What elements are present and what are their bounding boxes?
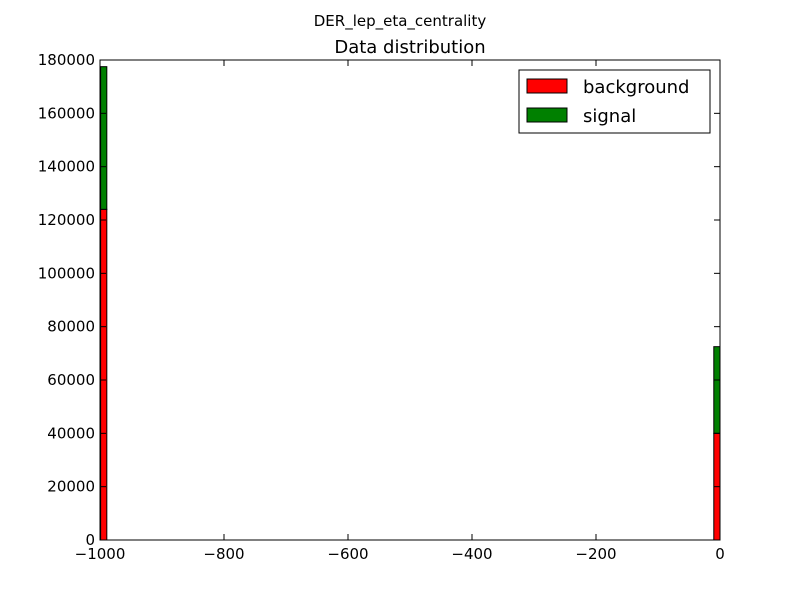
y-tick-label: 180000 bbox=[38, 51, 95, 69]
ticks-layer: −1000 −800 −600 −400 −200 0 0 20000 40000 60000 80… bbox=[38, 51, 725, 563]
bar-signal-bin-0 bbox=[100, 66, 108, 210]
y-tick-label: 80000 bbox=[47, 318, 95, 336]
bar-background-bin-0 bbox=[100, 208, 108, 541]
y-tick-label: 100000 bbox=[38, 264, 95, 282]
y-tick-label: 160000 bbox=[38, 104, 95, 122]
y-tick-label: 20000 bbox=[47, 478, 95, 496]
legend-swatch-signal bbox=[526, 107, 568, 123]
y-tick-label: 0 bbox=[85, 531, 95, 549]
legend: background signal bbox=[518, 69, 711, 134]
bar-signal-bin-1 bbox=[713, 346, 721, 434]
x-tick-label: −800 bbox=[203, 545, 244, 563]
plot-frame bbox=[99, 59, 721, 541]
legend-label-background: background bbox=[583, 77, 689, 98]
y-tick-label: 40000 bbox=[47, 424, 95, 442]
legend-swatch-background bbox=[526, 78, 568, 94]
x-tick-label: −200 bbox=[575, 545, 616, 563]
x-tick-label: −400 bbox=[451, 545, 492, 563]
legend-label-signal: signal bbox=[583, 106, 636, 127]
x-tick-label: −1000 bbox=[75, 545, 126, 563]
y-tick-label: 60000 bbox=[47, 371, 95, 389]
x-tick-label: −600 bbox=[327, 545, 368, 563]
y-tick-label: 140000 bbox=[38, 158, 95, 176]
chart-title: Data distribution bbox=[334, 37, 485, 58]
figure-suptitle: DER_lep_eta_centrality bbox=[314, 12, 487, 31]
x-tick-label: 0 bbox=[715, 545, 725, 563]
y-tick-label: 120000 bbox=[38, 211, 95, 229]
